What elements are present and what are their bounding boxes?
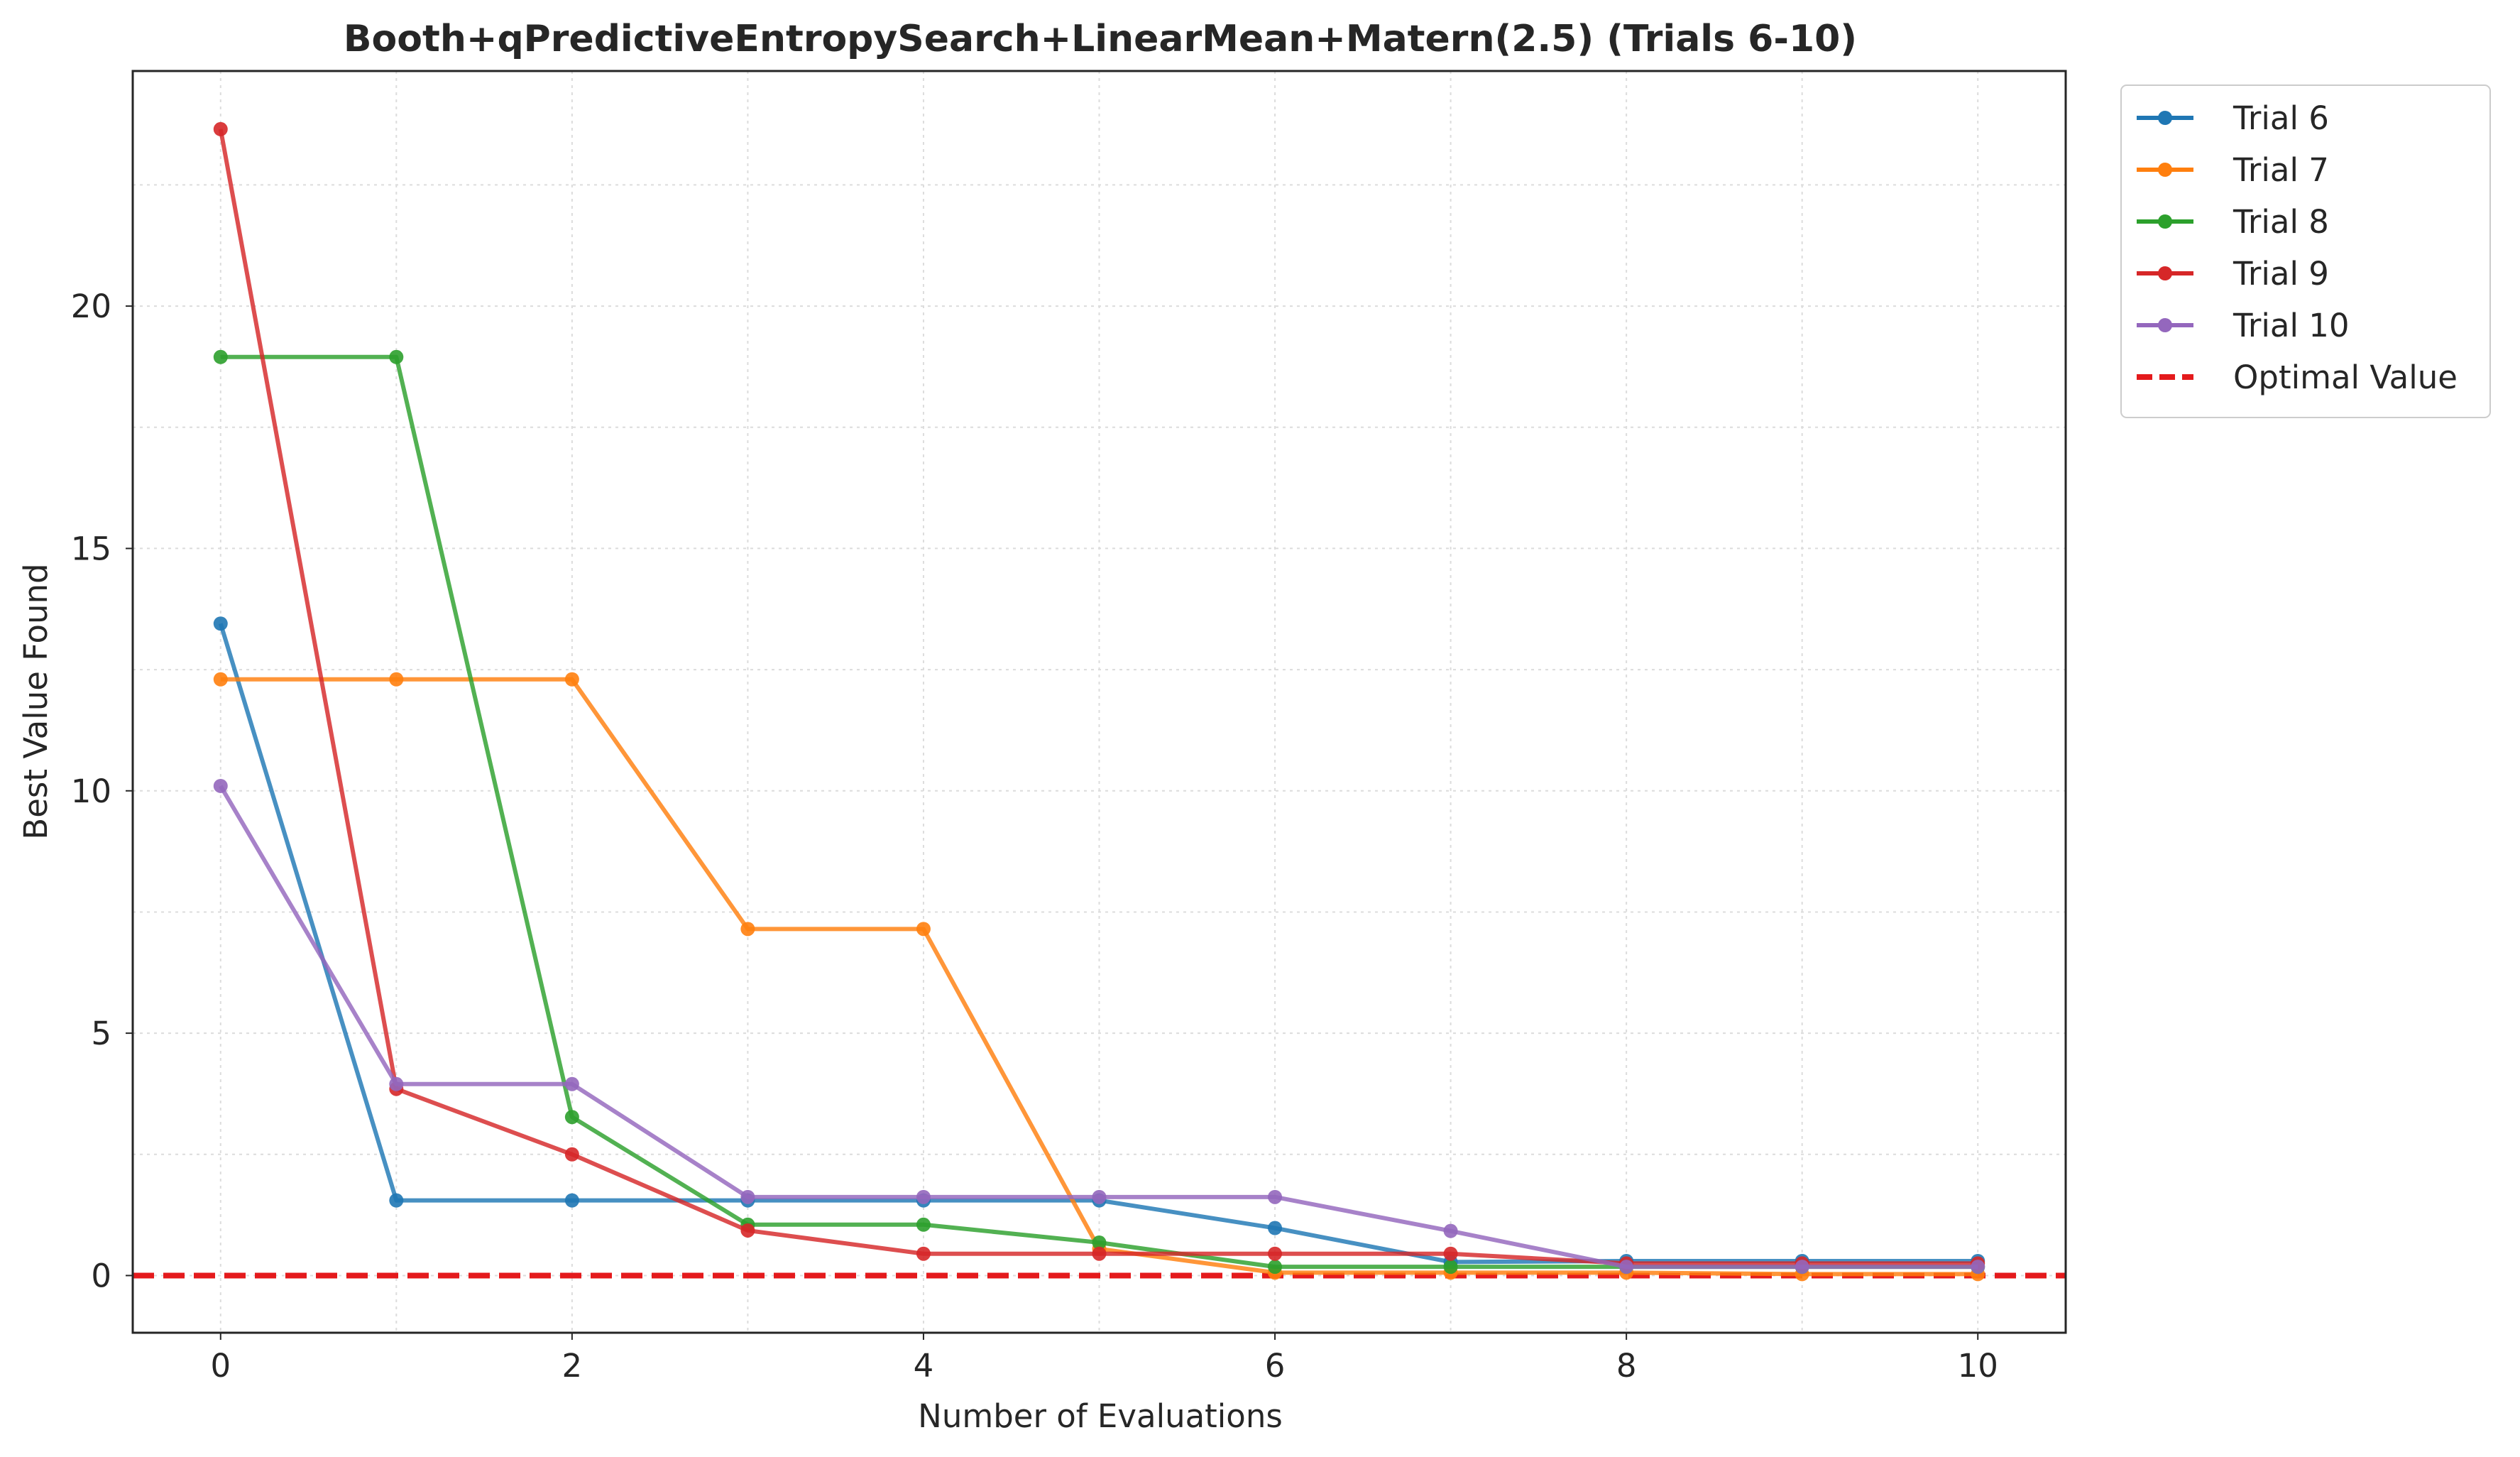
legend-item: Trial 8 [2137, 203, 2329, 241]
data-point [564, 1193, 579, 1208]
data-point [213, 672, 228, 687]
data-point [1971, 1260, 1985, 1275]
data-point [1092, 1235, 1107, 1250]
data-point [740, 1223, 755, 1238]
y-tick-label: 0 [91, 1257, 111, 1294]
y-tick-label: 5 [91, 1015, 111, 1052]
data-point [916, 1189, 931, 1204]
data-point [1268, 1260, 1283, 1275]
legend-item: Trial 10 [2137, 307, 2350, 344]
x-axis-ticks: 0 2 4 6 8 10 [210, 1333, 1998, 1385]
data-point [1268, 1246, 1283, 1261]
data-point [1443, 1223, 1458, 1238]
data-point [1268, 1221, 1283, 1235]
data-point [1619, 1260, 1634, 1275]
legend-label: Trial 9 [2233, 255, 2329, 293]
chart-title: Booth+qPredictiveEntropySearch+LinearMea… [344, 18, 1857, 60]
x-tick-label: 10 [1958, 1347, 1998, 1385]
x-tick-label: 4 [914, 1347, 934, 1385]
data-point [213, 778, 228, 793]
legend-label: Trial 6 [2233, 99, 2329, 137]
data-point [564, 1110, 579, 1125]
legend-item: Trial 6 [2137, 99, 2329, 137]
legend-item: Trial 9 [2137, 255, 2329, 293]
legend-marker [2158, 111, 2172, 125]
y-tick-label: 15 [71, 530, 111, 567]
legend-frame [2120, 84, 2491, 418]
x-tick-label: 0 [210, 1347, 231, 1385]
legend-marker [2158, 266, 2172, 280]
data-point [1443, 1246, 1458, 1261]
x-tick-label: 2 [562, 1347, 583, 1385]
data-point [1092, 1246, 1107, 1261]
data-point [389, 1193, 404, 1208]
y-axis-ticks: 0 5 10 15 20 [71, 288, 133, 1294]
series-layer [213, 121, 1985, 1282]
data-point [916, 1217, 931, 1232]
data-point [740, 1189, 755, 1204]
legend-label: Trial 7 [2233, 151, 2329, 189]
data-point [1795, 1260, 1809, 1275]
legend-marker [2158, 163, 2172, 177]
x-axis-label: Number of Evaluations [918, 1397, 1283, 1435]
data-point [1443, 1260, 1458, 1275]
x-tick-label: 6 [1265, 1347, 1286, 1385]
legend-label: Trial 8 [2233, 203, 2329, 241]
data-point [740, 922, 755, 937]
data-point [213, 616, 228, 631]
legend-item: Trial 7 [2137, 151, 2329, 189]
data-point [916, 1246, 931, 1261]
grid-lines [133, 71, 2066, 1333]
data-point [389, 672, 404, 687]
plot-area-frame [131, 70, 2067, 1334]
x-tick-label: 8 [1616, 1347, 1637, 1385]
data-point [1268, 1189, 1283, 1204]
y-tick-label: 10 [71, 773, 111, 810]
data-point [564, 1076, 579, 1091]
data-point [213, 349, 228, 364]
data-point [389, 1076, 404, 1091]
data-point [916, 922, 931, 937]
data-point [1092, 1189, 1107, 1204]
legend-label: Trial 10 [2233, 307, 2350, 344]
legend-label: Optimal Value [2233, 359, 2458, 396]
legend-marker [2158, 214, 2172, 229]
data-point [213, 121, 228, 136]
legend-marker [2158, 318, 2172, 332]
legend-item: Optimal Value [2137, 359, 2458, 396]
data-point [564, 672, 579, 687]
series-trial-10 [213, 778, 1985, 1275]
data-point [389, 349, 404, 364]
legend: Trial 6 Trial 7 Trial 8 Trial 9 Trial 10 Opti… [2120, 84, 2491, 418]
y-tick-label: 20 [71, 288, 111, 325]
y-axis-label: Best Value Found [17, 563, 55, 839]
data-point [564, 1147, 579, 1162]
